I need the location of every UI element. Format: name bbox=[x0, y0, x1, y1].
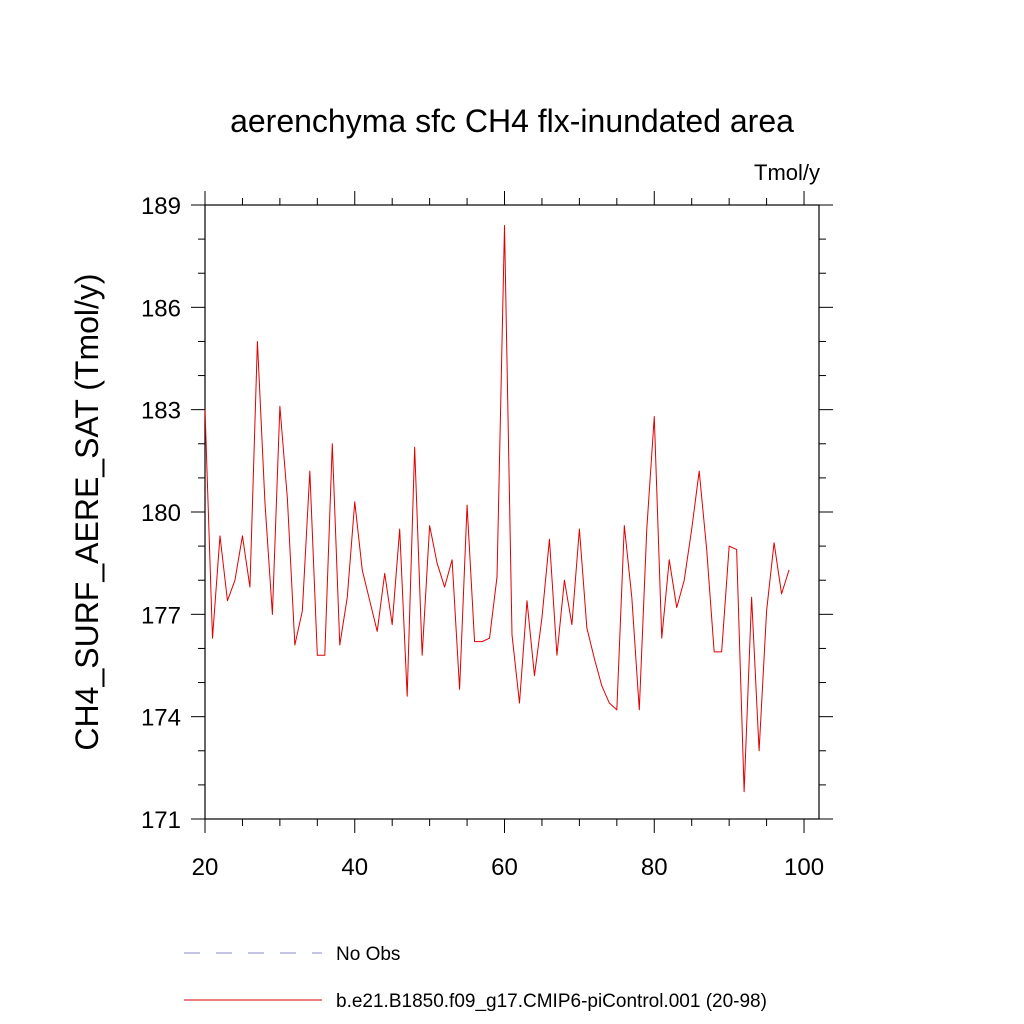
legend: No Obs b.e21.B1850.f09_g17.CMIP6-piContro… bbox=[184, 944, 767, 1012]
y-tick-label: 174 bbox=[141, 705, 181, 732]
x-tick-label: 20 bbox=[192, 854, 219, 881]
y-tick-label: 183 bbox=[141, 398, 181, 425]
y-axis-label: CH4_SURF_AERE_SAT (Tmol/y) bbox=[69, 273, 105, 750]
x-tick-label: 100 bbox=[784, 854, 824, 881]
x-axis: 20 40 60 80 100 bbox=[192, 191, 824, 881]
chart-title: aerenchyma sfc CH4 flx-inundated area bbox=[230, 103, 794, 139]
y-tick-label: 180 bbox=[141, 500, 181, 527]
y-tick-label: 171 bbox=[141, 807, 181, 834]
legend-label: No Obs bbox=[336, 944, 400, 965]
y-axis: 171 174 177 180 183 186 189 bbox=[141, 193, 833, 834]
plot-series bbox=[204, 224, 790, 793]
y-tick-label: 189 bbox=[141, 193, 181, 220]
y-tick-label: 177 bbox=[141, 602, 181, 629]
legend-label: b.e21.B1850.f09_g17.CMIP6-piControl.001 … bbox=[336, 991, 767, 1012]
x-tick-label: 80 bbox=[641, 854, 668, 881]
units-label: Tmol/y bbox=[754, 160, 820, 185]
x-tick-label: 60 bbox=[491, 854, 518, 881]
series-line bbox=[204, 224, 790, 793]
x-tick-label: 40 bbox=[341, 854, 368, 881]
y-tick-label: 186 bbox=[141, 295, 181, 322]
plot-frame bbox=[204, 204, 820, 820]
